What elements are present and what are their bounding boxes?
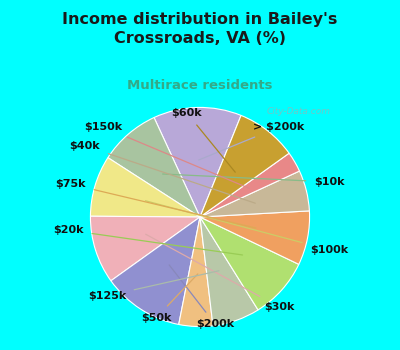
Text: $40k: $40k [70, 141, 255, 203]
Wedge shape [200, 116, 289, 217]
Text: $200k: $200k [169, 265, 234, 329]
Wedge shape [200, 217, 299, 310]
Wedge shape [154, 107, 241, 217]
Wedge shape [108, 118, 200, 217]
Wedge shape [200, 171, 309, 217]
Wedge shape [179, 217, 213, 327]
Wedge shape [200, 211, 310, 264]
Wedge shape [90, 216, 200, 281]
Text: $30k: $30k [146, 234, 294, 312]
Text: $60k: $60k [172, 108, 235, 172]
Text: $50k: $50k [141, 274, 198, 323]
Text: Multirace residents: Multirace residents [127, 79, 273, 92]
Text: > $200k: > $200k [199, 122, 304, 160]
Wedge shape [90, 158, 200, 217]
Wedge shape [111, 217, 200, 324]
Wedge shape [200, 217, 258, 326]
Text: $100k: $100k [146, 201, 348, 255]
Text: $75k: $75k [56, 179, 256, 228]
Text: $20k: $20k [53, 225, 242, 255]
Wedge shape [200, 153, 300, 217]
Text: $10k: $10k [163, 174, 344, 187]
Text: City-Data.com: City-Data.com [267, 107, 331, 116]
Text: Income distribution in Bailey's
Crossroads, VA (%): Income distribution in Bailey's Crossroa… [62, 12, 338, 46]
Text: $150k: $150k [84, 122, 249, 188]
Text: $125k: $125k [88, 271, 219, 301]
